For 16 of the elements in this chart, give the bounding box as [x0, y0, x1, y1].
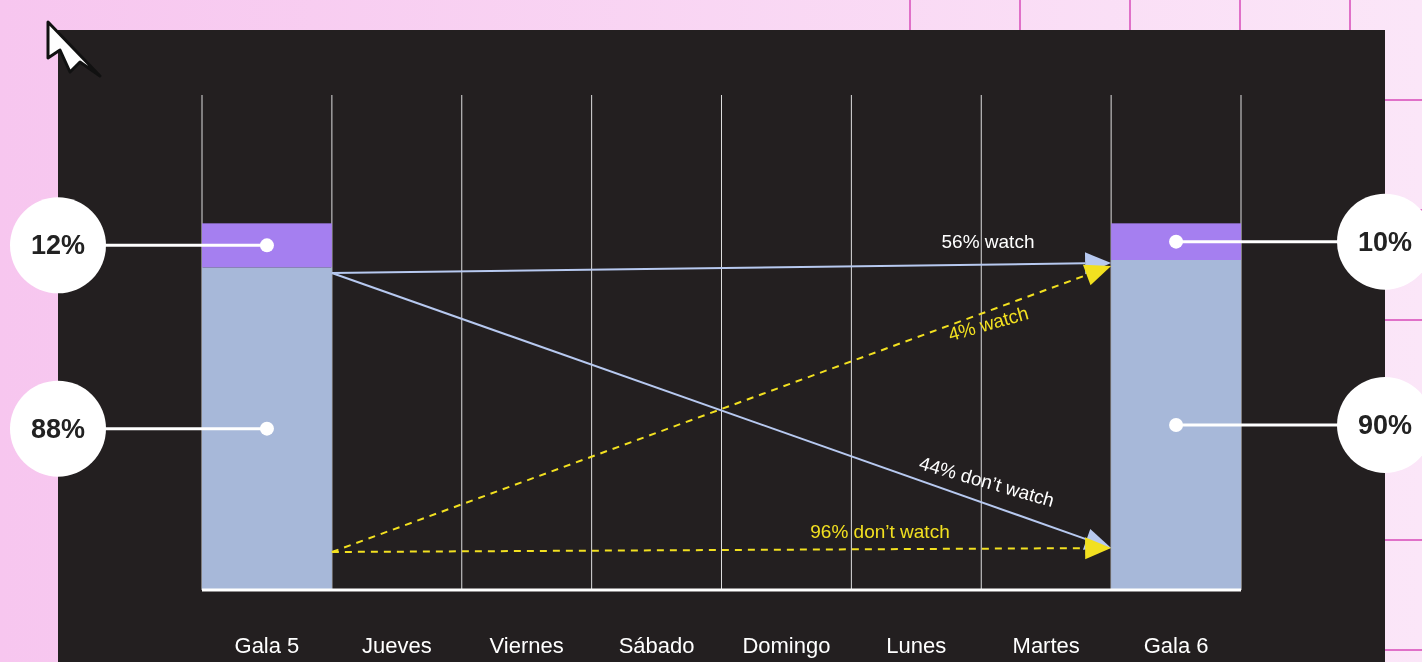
data-label: 90% — [1357, 410, 1413, 440]
x-tick-label: Gala 6 — [1143, 632, 1209, 658]
data-label: 10% — [1357, 226, 1413, 257]
annotation: 56% watch — [941, 231, 1035, 252]
x-tick-label: Jueves — [361, 632, 432, 658]
data-label: 88% — [30, 413, 86, 444]
annotation: 96% don’t watch — [810, 521, 950, 542]
x-tick-label: Lunes — [886, 632, 947, 658]
x-tick-label: Viernes — [489, 632, 564, 658]
x-tick-label: Domingo — [742, 632, 831, 658]
x-tick-label: Martes — [1012, 632, 1080, 658]
x-tick-label: Gala 5 — [234, 632, 300, 658]
x-tick-label: Sábado — [618, 632, 695, 658]
annotation: 44% don’t watch — [916, 452, 1057, 512]
annotation: 4% watch — [945, 302, 1031, 346]
data-label: 12% — [30, 230, 86, 261]
